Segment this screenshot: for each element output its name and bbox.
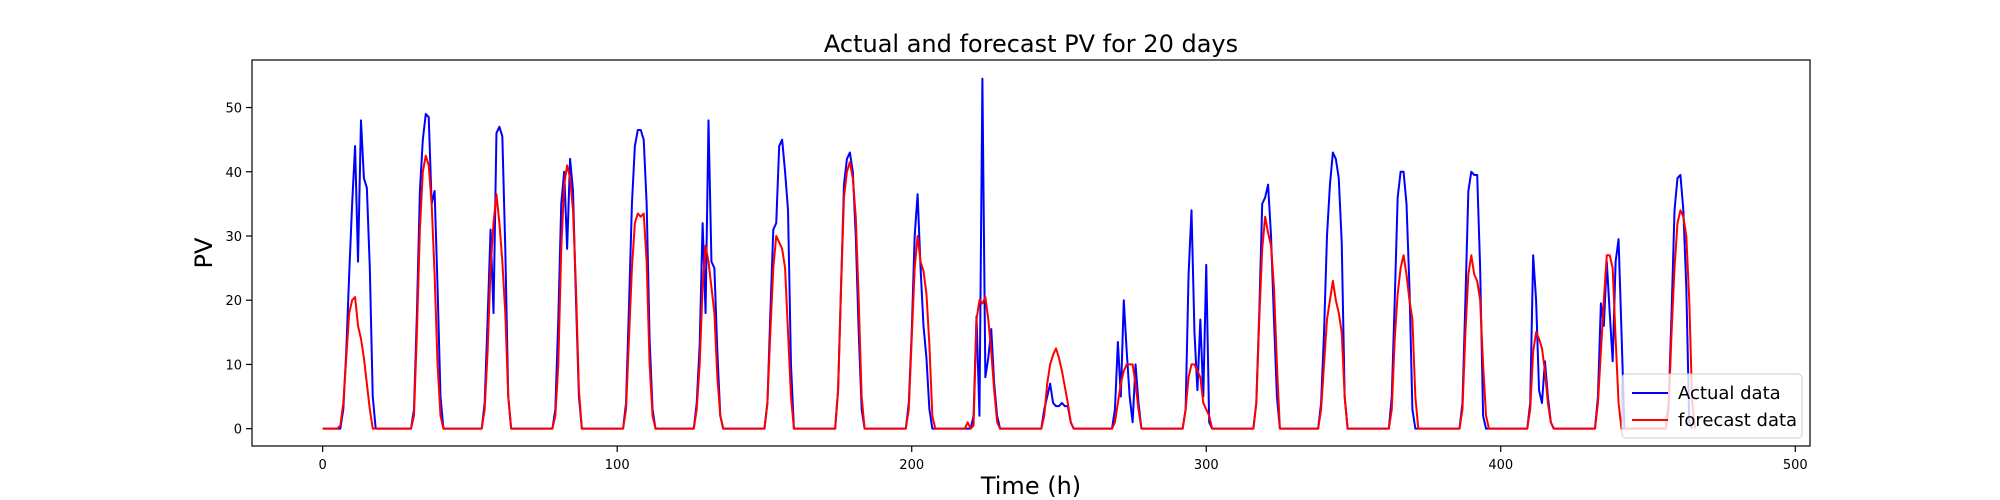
y-tick-label: 10 [225, 358, 242, 373]
series-line-forecast [322, 154, 1697, 430]
y-tick-label: 0 [234, 423, 242, 438]
x-tick-label: 0 [319, 458, 327, 473]
y-tick-label: 20 [225, 294, 242, 309]
x-tick-label: 100 [605, 458, 630, 473]
legend-label-forecast: forecast data [1678, 410, 1797, 431]
legend: Actual data forecast data [1621, 373, 1803, 439]
x-tick-label: 500 [1783, 458, 1808, 473]
axes: 0 100 200 300 400 500 0 10 20 30 40 50 [225, 59, 1811, 473]
plot-area [322, 77, 1697, 430]
y-tick-label: 50 [225, 102, 242, 117]
x-tick-label: 300 [1194, 458, 1219, 473]
x-tick-label: 400 [1488, 458, 1513, 473]
x-tick-label: 200 [899, 458, 924, 473]
y-axis-label: PV [190, 237, 218, 268]
y-tick-label: 30 [225, 230, 242, 245]
legend-label-actual: Actual data [1678, 383, 1781, 404]
legend-box [1621, 373, 1803, 439]
y-tick-label: 40 [225, 166, 242, 181]
chart-title: Actual and forecast PV for 20 days [824, 30, 1238, 58]
x-axis-label: Time (h) [980, 472, 1081, 500]
plot-frame [251, 59, 1811, 447]
